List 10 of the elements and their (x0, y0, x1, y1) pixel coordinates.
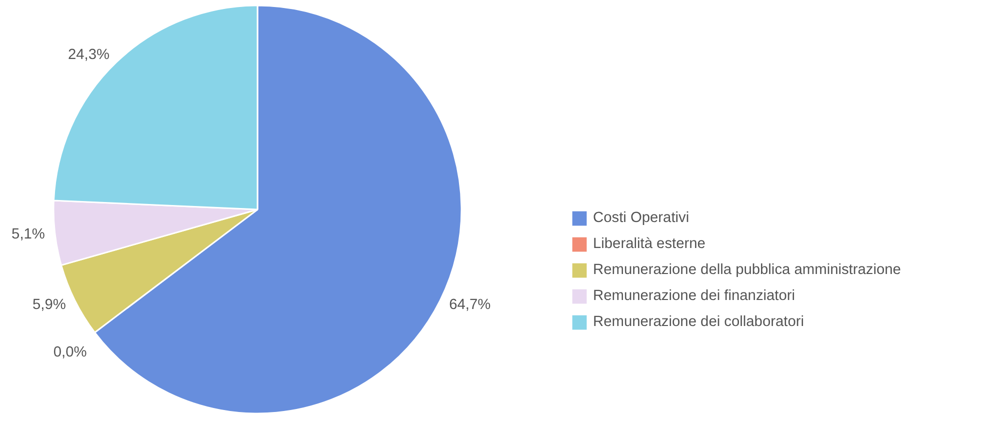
legend-label: Remunerazione dei collaboratori (593, 314, 804, 330)
data-label: 5,1% (12, 226, 45, 242)
legend-label: Remunerazione della pubblica amministrazione (593, 262, 901, 278)
data-label: 24,3% (68, 46, 110, 63)
data-label: 64,7% (449, 296, 491, 313)
legend-label: Costi Operativi (593, 210, 690, 226)
text: 0,0% (53, 344, 87, 361)
data-label: 5,9% (32, 296, 66, 313)
legend-label: Remunerazione dei finanziatori (593, 288, 796, 304)
legend-label: Liberalità esterne (593, 236, 706, 252)
